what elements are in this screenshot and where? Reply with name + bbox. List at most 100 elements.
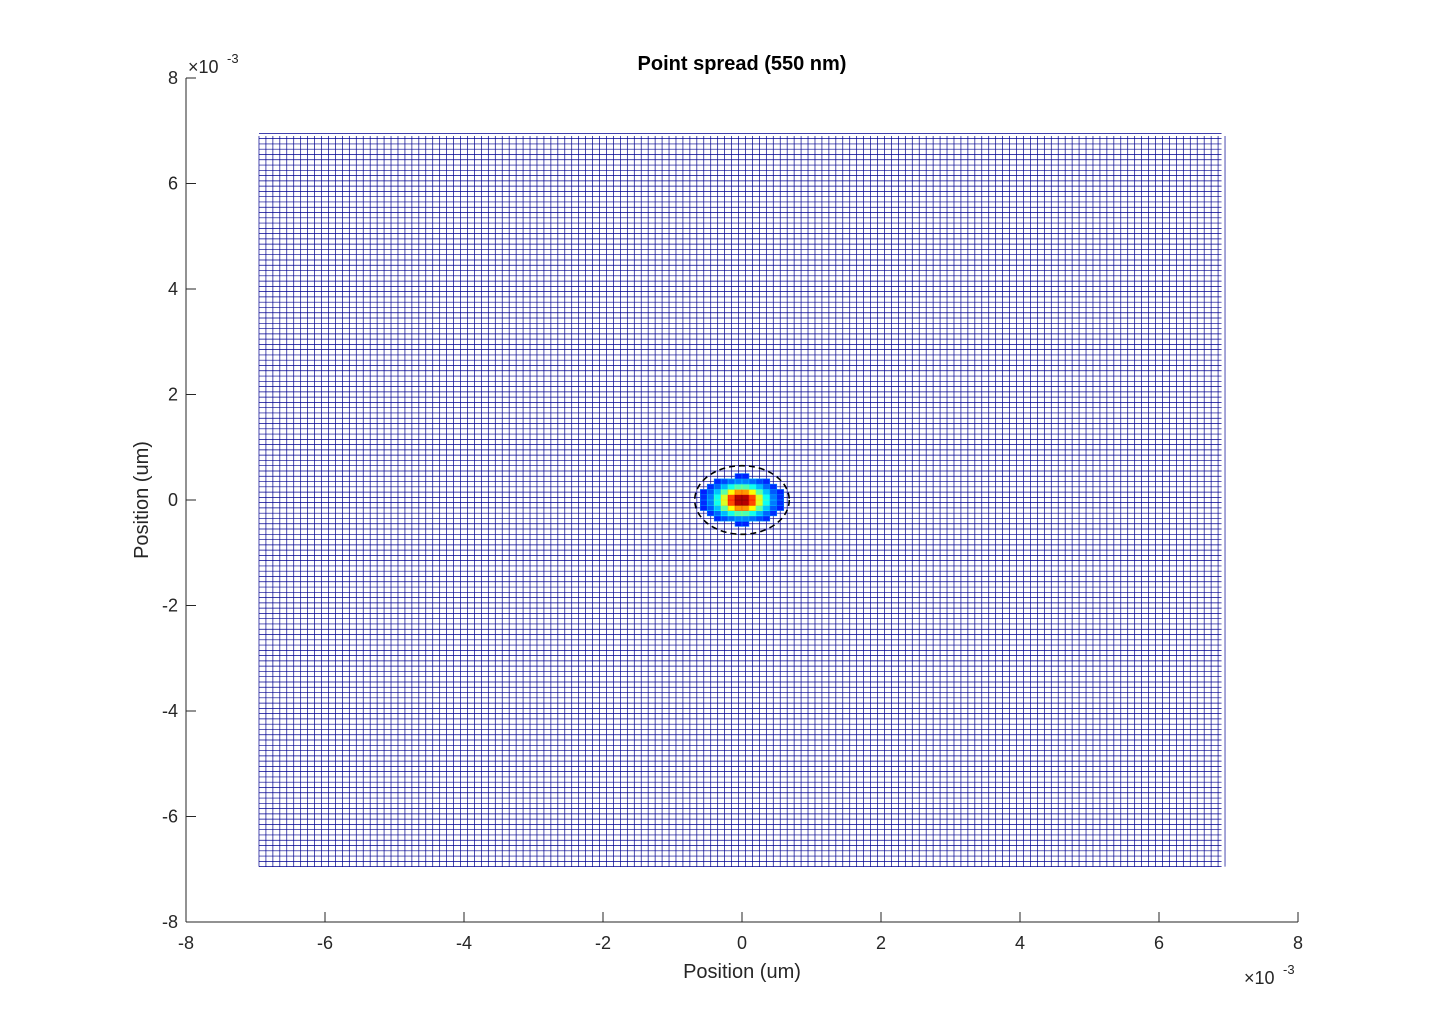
psf-cell <box>734 483 743 490</box>
x-tick-label: 4 <box>1015 933 1025 953</box>
psf-cell <box>713 499 722 506</box>
plot-area <box>258 133 1226 867</box>
psf-cell <box>699 494 708 501</box>
y-tick-label: 8 <box>168 68 178 88</box>
y-tick-label: 4 <box>168 279 178 299</box>
y-exponent-power: -3 <box>227 51 239 66</box>
psf-cell <box>762 510 771 517</box>
psf-cell <box>741 520 750 527</box>
y-exponent-label: ×10 -3 <box>188 51 239 77</box>
psf-cell <box>776 494 784 501</box>
psf-cell <box>720 489 729 496</box>
psf-cell <box>769 483 778 490</box>
mesh-gridlines <box>258 133 1226 867</box>
psf-cell <box>741 494 750 501</box>
psf-cell <box>727 494 736 501</box>
psf-cell <box>762 483 771 490</box>
psf-cell <box>755 515 764 522</box>
psf-cell <box>762 499 771 506</box>
psf-cell <box>748 483 757 490</box>
psf-cell <box>706 483 715 490</box>
psf-cell <box>734 473 743 480</box>
psf-cell <box>713 489 722 496</box>
psf-cell <box>748 504 757 511</box>
psf-cell <box>762 478 771 485</box>
psf-cell <box>727 504 736 511</box>
psf-cell <box>776 504 784 511</box>
psf-cell <box>734 504 743 511</box>
y-tick-label: -8 <box>162 912 178 932</box>
x-tick-label: 6 <box>1154 933 1164 953</box>
psf-cell <box>734 515 743 522</box>
psf-cell <box>727 499 736 506</box>
psf-cell <box>706 504 715 511</box>
psf-cell <box>699 499 708 506</box>
psf-cell <box>720 483 729 490</box>
x-tick-label: 0 <box>737 933 747 953</box>
psf-cell <box>699 489 708 496</box>
psf-cell <box>762 504 771 511</box>
x-axis-ticks: -8 -6 -4 -2 0 2 4 6 8 <box>178 912 1303 953</box>
psf-cell <box>734 499 743 506</box>
psf-cell <box>769 510 778 517</box>
psf-cell <box>776 499 784 506</box>
psf-peak <box>699 473 784 527</box>
y-tick-label: 2 <box>168 385 178 405</box>
psf-cell <box>769 489 778 496</box>
psf-cell <box>727 483 736 490</box>
psf-cell <box>748 478 757 485</box>
psf-cell <box>734 478 743 485</box>
x-tick-label: -8 <box>178 933 194 953</box>
psf-cell <box>748 510 757 517</box>
psf-cell <box>734 510 743 517</box>
psf-cell <box>720 499 729 506</box>
psf-cell <box>713 515 722 522</box>
psf-cell <box>720 510 729 517</box>
psf-cell <box>755 489 764 496</box>
psf-cell <box>762 515 771 522</box>
y-tick-label: -4 <box>162 701 178 721</box>
psf-cell <box>720 504 729 511</box>
y-axis-label: Position (um) <box>131 441 153 559</box>
psf-cell <box>748 489 757 496</box>
x-exponent-label: ×10 -3 <box>1244 962 1295 988</box>
psf-cell <box>713 483 722 490</box>
psf-cell <box>748 499 757 506</box>
psf-cell <box>748 494 757 501</box>
psf-cell <box>699 504 708 511</box>
psf-cell <box>741 515 750 522</box>
psf-cell <box>706 489 715 496</box>
psf-cell <box>769 494 778 501</box>
psf-cell <box>727 489 736 496</box>
psf-cell <box>734 494 743 501</box>
psf-cell <box>706 494 715 501</box>
chart-title: Point spread (550 nm) <box>638 53 847 75</box>
x-tick-label: 8 <box>1293 933 1303 953</box>
psf-cell <box>755 510 764 517</box>
psf-cell <box>727 510 736 517</box>
psf-cell <box>720 515 729 522</box>
psf-cell <box>727 515 736 522</box>
psf-cell <box>734 520 743 527</box>
psf-cell <box>741 478 750 485</box>
psf-cell <box>713 494 722 501</box>
psf-cell <box>727 478 736 485</box>
axes: -8 -6 -4 -2 0 2 4 6 8 -8 -6 -4 -2 0 2 4 6 8 <box>162 68 1303 953</box>
psf-cell <box>755 483 764 490</box>
psf-cell <box>748 515 757 522</box>
psf-cell <box>741 504 750 511</box>
y-tick-label: 6 <box>168 174 178 194</box>
psf-cell <box>720 478 729 485</box>
psf-cell <box>720 494 729 501</box>
psf-cell <box>734 489 743 496</box>
psf-cell <box>713 478 722 485</box>
psf-cell <box>741 499 750 506</box>
y-exponent-base: ×10 <box>188 57 219 77</box>
x-axis-label: Position (um) <box>683 961 801 983</box>
x-tick-label: -2 <box>595 933 611 953</box>
psf-cell <box>762 489 771 496</box>
psf-cell <box>706 499 715 506</box>
psf-cell <box>713 510 722 517</box>
x-tick-label: -6 <box>317 933 333 953</box>
psf-cell <box>741 483 750 490</box>
